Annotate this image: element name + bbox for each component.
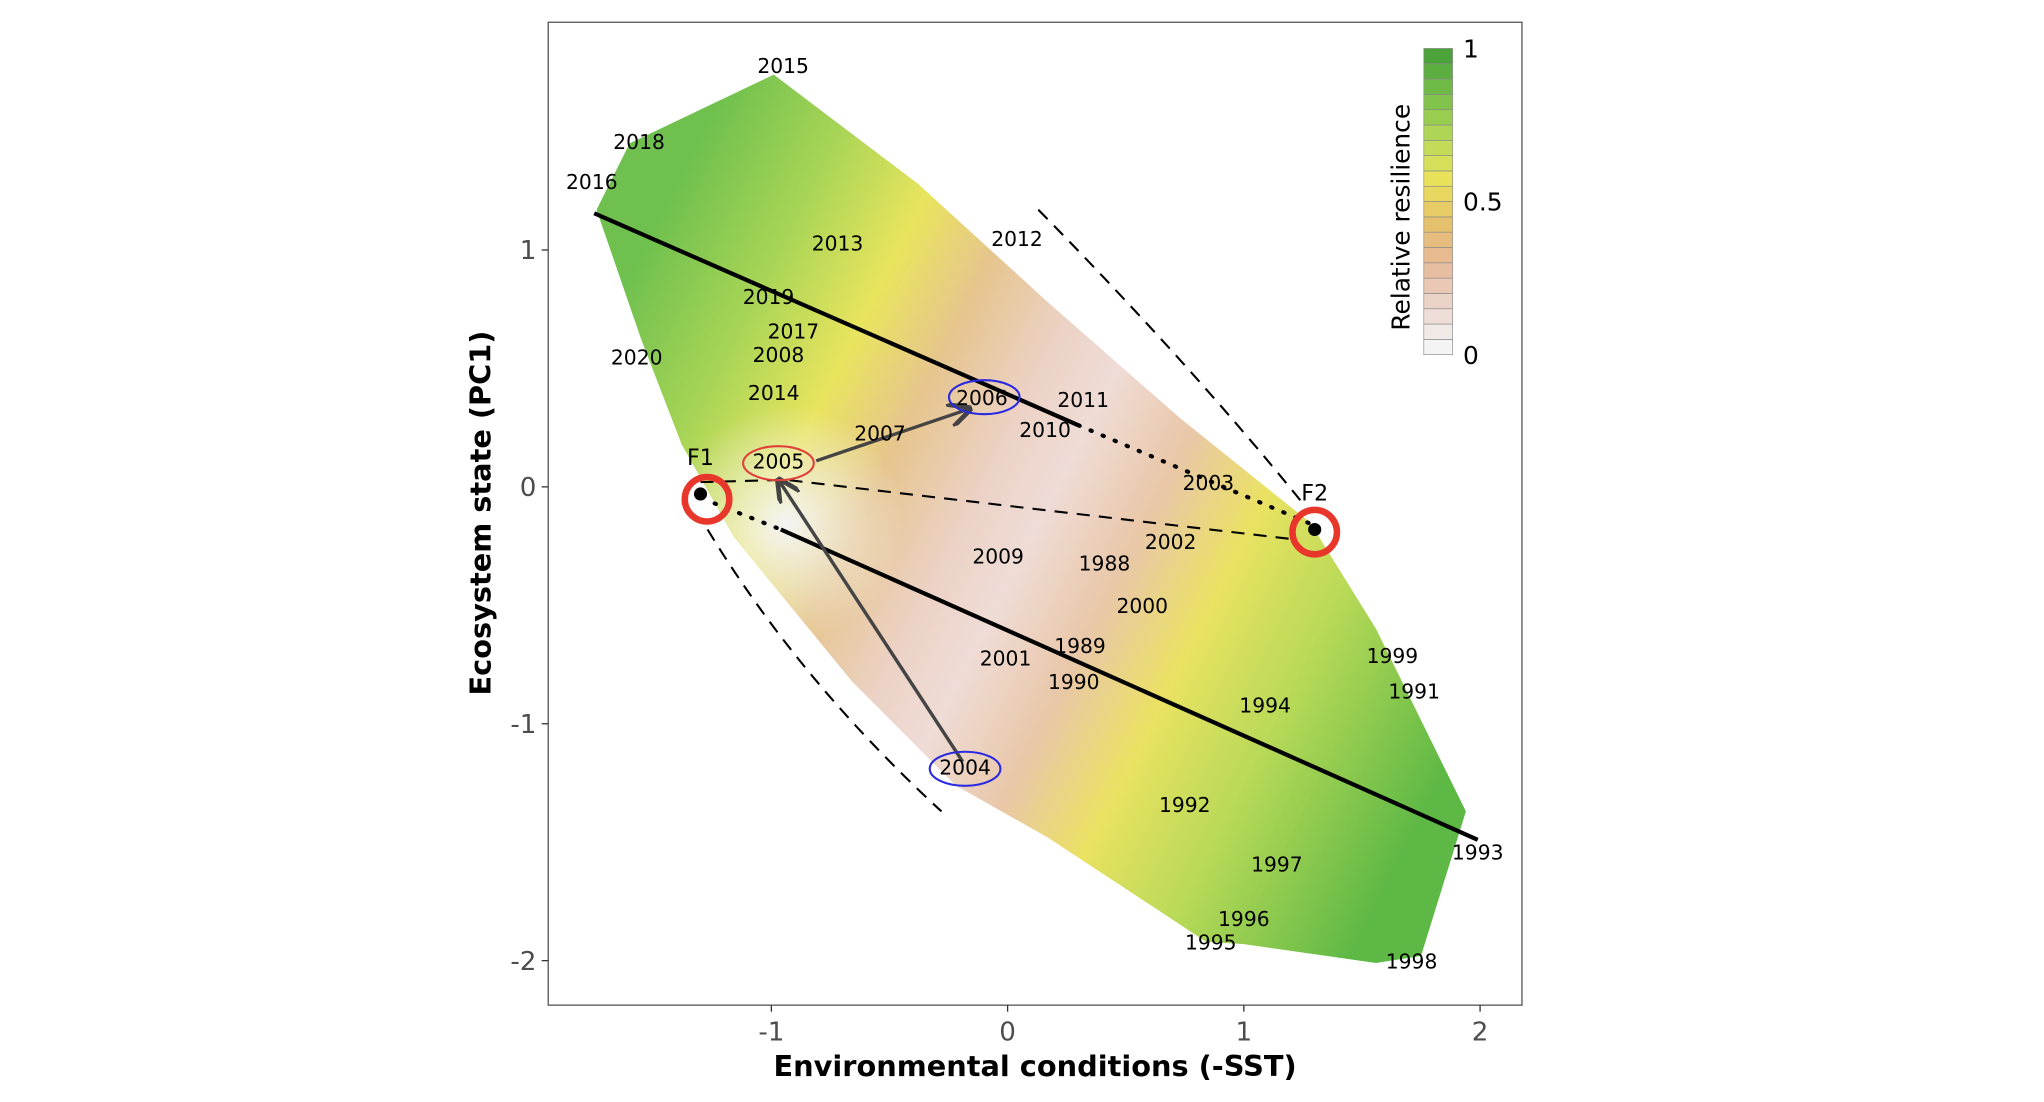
dashed-boundary-curve-1 (706, 528, 943, 813)
transition-arrow-0 (778, 480, 965, 763)
year-label-2012: 2012 (991, 227, 1043, 251)
year-label-1999: 1999 (1367, 644, 1419, 668)
year-label-2019: 2019 (743, 285, 795, 309)
colorbar-swatch (1423, 201, 1453, 218)
year-label-1996: 1996 (1218, 907, 1270, 931)
year-label-2020: 2020 (611, 345, 663, 369)
colorbar-swatch (1423, 262, 1453, 279)
y-tick-label: 0 (520, 473, 537, 503)
colorbar-swatch (1423, 124, 1453, 141)
highlight-ellipse-2005 (742, 445, 815, 482)
colorbar-swatch (1423, 109, 1453, 126)
colorbar-title: Relative resilience (1386, 104, 1415, 331)
colorbar-swatch (1423, 216, 1453, 233)
colorbar-swatch (1423, 293, 1453, 310)
colorbar-swatch (1423, 139, 1453, 156)
year-label-2013: 2013 (812, 232, 864, 256)
x-tick-label: 2 (1472, 1017, 1489, 1047)
colorbar-swatch (1423, 277, 1453, 294)
colorbar-swatch (1423, 155, 1453, 172)
colorbar-swatch (1423, 94, 1453, 111)
year-label-2003: 2003 (1183, 471, 1235, 495)
dashed-boundary-curve-0 (1037, 208, 1304, 505)
year-label-1991: 1991 (1388, 679, 1440, 703)
year-label-2006: 2006 (956, 386, 1008, 410)
year-label-1994: 1994 (1239, 694, 1291, 718)
fixed-point-ring-F2 (1289, 506, 1341, 558)
year-label-1995: 1995 (1185, 931, 1237, 955)
year-label-2010: 2010 (1019, 418, 1071, 442)
year-label-2018: 2018 (613, 130, 665, 154)
colorbar-swatch (1423, 323, 1453, 340)
colorbar-tick-label: 1 (1463, 35, 1479, 64)
colorbar-swatch (1423, 170, 1453, 187)
fixed-point-dot-F1 (693, 487, 708, 501)
year-label-2004: 2004 (939, 755, 991, 779)
year-label-2009: 2009 (972, 544, 1024, 568)
y-tick-label: 1 (520, 236, 537, 266)
transition-arrow-1 (815, 409, 970, 463)
year-label-2001: 2001 (980, 646, 1032, 670)
solid-trend-line-1 (779, 527, 1479, 842)
solid-trend-line-0 (593, 211, 1080, 428)
year-label-1989: 1989 (1054, 634, 1106, 658)
fixed-point-ring-F1 (681, 473, 733, 525)
year-label-2002: 2002 (1145, 530, 1197, 554)
x-tick-label: -1 (758, 1017, 784, 1047)
year-label-1988: 1988 (1079, 552, 1131, 576)
year-label-2011: 2011 (1057, 388, 1109, 412)
highlight-ellipse-2004 (928, 750, 1002, 787)
colorbar-swatch (1423, 308, 1453, 325)
colorbar-swatch (1423, 339, 1453, 356)
colorbar-swatch (1423, 78, 1453, 95)
year-label-2015: 2015 (757, 54, 809, 78)
dashed-threshold-line-0 (700, 478, 1292, 541)
year-label-2008: 2008 (753, 343, 805, 367)
year-label-1997: 1997 (1251, 852, 1303, 876)
year-label-1992: 1992 (1159, 793, 1211, 817)
year-label-2017: 2017 (768, 319, 820, 343)
colorbar-tick-label: 0 (1463, 341, 1479, 370)
highlight-ellipse-2006 (947, 379, 1021, 416)
year-label-2005: 2005 (753, 450, 805, 474)
x-tick-label: 1 (1236, 1017, 1253, 1047)
fixed-point-dot-F2 (1308, 522, 1322, 537)
colorbar-swatch (1423, 185, 1453, 202)
year-label-2000: 2000 (1116, 594, 1168, 618)
colorbar-swatch (1423, 63, 1453, 80)
dotted-line-0 (1076, 423, 1313, 526)
year-label-1993: 1993 (1452, 841, 1504, 865)
year-label-2016: 2016 (566, 170, 618, 194)
y-axis-title: Ecosystem state (PC1) (464, 331, 498, 696)
year-label-1990: 1990 (1048, 670, 1100, 694)
colorbar-swatch (1423, 247, 1453, 264)
y-tick-label: -1 (510, 710, 536, 740)
year-label-1998: 1998 (1386, 950, 1438, 974)
colorbar-swatch (1423, 231, 1453, 248)
year-label-2014: 2014 (748, 381, 800, 405)
colorbar-swatch (1423, 48, 1453, 65)
fixed-point-label-F1: F1 (687, 445, 714, 471)
resilience-low-region (596, 74, 1466, 964)
y-tick-label: -2 (510, 947, 536, 977)
x-tick-label: 0 (999, 1017, 1016, 1047)
colorbar-tick-label: 0.5 (1463, 188, 1503, 217)
fixed-point-label-F2: F2 (1301, 481, 1328, 507)
year-label-2007: 2007 (854, 421, 906, 445)
x-axis-title: Environmental conditions (-SST) (773, 1049, 1296, 1083)
